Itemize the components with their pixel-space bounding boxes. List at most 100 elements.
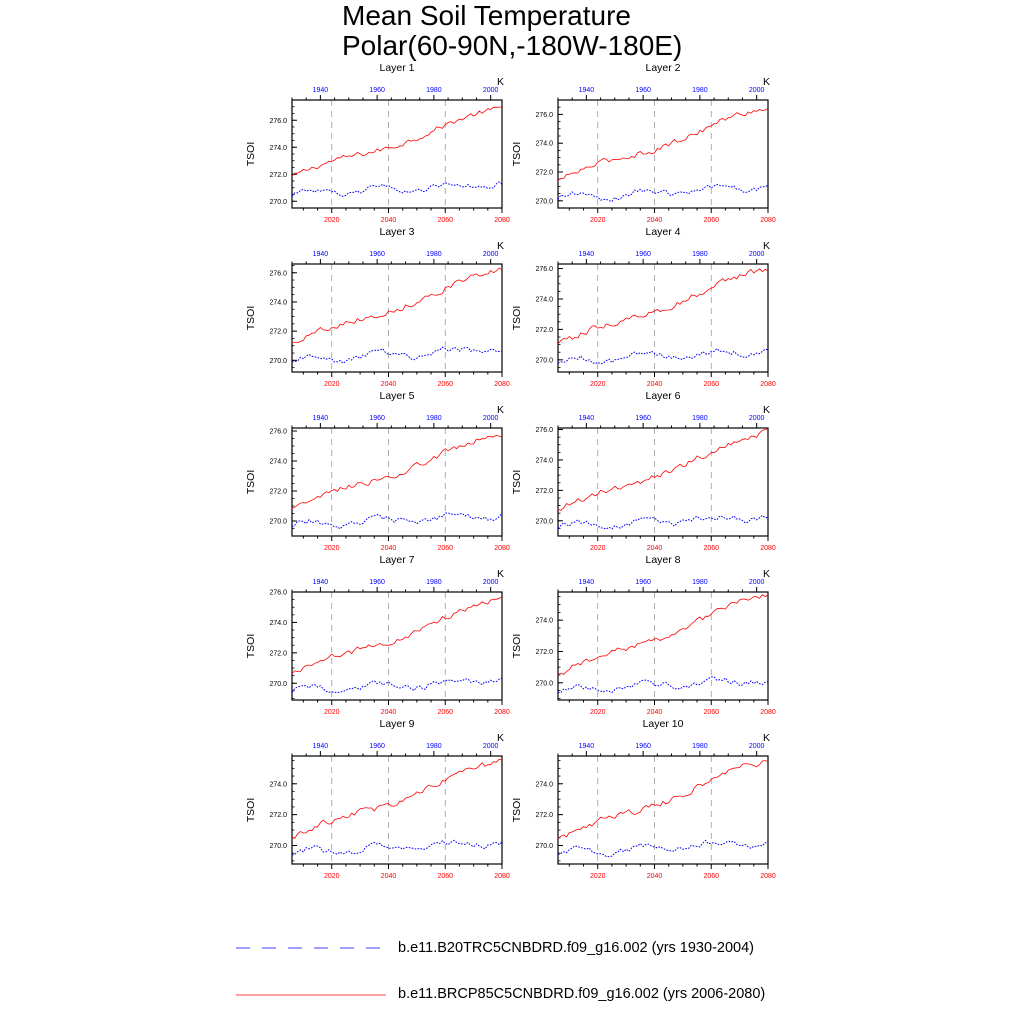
y-tick-label-layer-3: 276.0 xyxy=(269,270,287,277)
y-axis-label-layer-6: TSOI xyxy=(511,470,523,495)
series-line-future-layer-5 xyxy=(291,435,503,509)
series-line-historic-layer-1 xyxy=(291,181,503,197)
x-top-tick-label-layer-4: 1980 xyxy=(692,251,708,258)
y-tick-label-layer-8: 274.0 xyxy=(535,618,553,625)
x-top-tick-label-layer-10: 1980 xyxy=(692,743,708,750)
units-label-layer-5: K xyxy=(497,404,504,416)
x-top-tick-label-layer-5: 2000 xyxy=(483,415,499,422)
x-top-tick-label-layer-1: 1960 xyxy=(369,87,385,94)
x-top-tick-label-layer-7: 1940 xyxy=(313,579,329,586)
x-top-tick-label-layer-3: 2000 xyxy=(483,251,499,258)
y-tick-label-layer-5: 270.0 xyxy=(269,519,287,526)
y-tick-label-layer-7: 272.0 xyxy=(269,650,287,657)
x-bottom-tick-label-layer-4: 2040 xyxy=(647,381,663,388)
x-bottom-tick-label-layer-6: 2040 xyxy=(647,545,663,552)
units-label-layer-10: K xyxy=(763,732,770,744)
y-tick-label-layer-5: 272.0 xyxy=(269,489,287,496)
y-axis-label-layer-5: TSOI xyxy=(245,470,257,495)
y-tick-label-layer-1: 274.0 xyxy=(269,145,287,152)
x-bottom-tick-label-layer-6: 2060 xyxy=(703,545,719,552)
x-top-tick-label-layer-8: 1940 xyxy=(579,579,595,586)
x-bottom-tick-label-layer-7: 2080 xyxy=(494,709,510,716)
y-tick-label-layer-10: 272.0 xyxy=(535,812,553,819)
y-tick-label-layer-2: 276.0 xyxy=(535,112,553,119)
x-bottom-tick-label-layer-1: 2060 xyxy=(437,217,453,224)
y-tick-label-layer-9: 272.0 xyxy=(269,812,287,819)
y-tick-label-layer-7: 276.0 xyxy=(269,590,287,597)
y-tick-label-layer-3: 272.0 xyxy=(269,329,287,336)
x-top-tick-label-layer-2: 2000 xyxy=(749,87,765,94)
plot-frame-layer-3 xyxy=(291,263,503,373)
x-bottom-tick-label-layer-1: 2020 xyxy=(324,217,340,224)
y-tick-label-layer-10: 274.0 xyxy=(535,781,553,788)
y-axis-label-layer-10: TSOI xyxy=(511,798,523,823)
x-top-tick-label-layer-8: 1980 xyxy=(692,579,708,586)
y-tick-label-layer-1: 272.0 xyxy=(269,172,287,179)
y-tick-label-layer-5: 276.0 xyxy=(269,429,287,436)
plot-frame-layer-1 xyxy=(291,99,503,209)
y-tick-label-layer-4: 274.0 xyxy=(535,296,553,303)
plot-frame-layer-4 xyxy=(557,263,769,373)
x-bottom-tick-label-layer-7: 2020 xyxy=(324,709,340,716)
series-line-future-layer-6 xyxy=(557,428,769,511)
panel-title-layer-5: Layer 5 xyxy=(379,390,414,402)
y-tick-label-layer-4: 272.0 xyxy=(535,327,553,334)
plot-frame-layer-5 xyxy=(291,427,503,537)
x-bottom-tick-label-layer-9: 2060 xyxy=(437,873,453,880)
series-line-future-layer-8 xyxy=(557,594,769,675)
y-tick-label-layer-6: 274.0 xyxy=(535,457,553,464)
x-bottom-tick-label-layer-8: 2060 xyxy=(703,709,719,716)
plot-frame-layer-2 xyxy=(557,99,769,209)
series-line-future-layer-2 xyxy=(557,108,769,181)
y-tick-label-layer-6: 276.0 xyxy=(535,427,553,434)
x-top-tick-label-layer-10: 1960 xyxy=(635,743,651,750)
y-tick-label-layer-1: 270.0 xyxy=(269,199,287,206)
panel-title-layer-7: Layer 7 xyxy=(379,554,414,566)
x-top-tick-label-layer-7: 1960 xyxy=(369,579,385,586)
x-top-tick-label-layer-7: 2000 xyxy=(483,579,499,586)
panel-title-layer-8: Layer 8 xyxy=(645,554,680,566)
panel-title-layer-2: Layer 2 xyxy=(645,62,680,74)
series-line-historic-layer-10 xyxy=(557,839,769,858)
series-line-historic-layer-4 xyxy=(557,347,769,365)
x-top-tick-label-layer-9: 1980 xyxy=(426,743,442,750)
x-top-tick-label-layer-8: 2000 xyxy=(749,579,765,586)
y-axis-label-layer-7: TSOI xyxy=(245,634,257,659)
series-line-future-layer-3 xyxy=(291,267,503,344)
series-line-historic-layer-3 xyxy=(291,346,503,364)
x-bottom-tick-label-layer-5: 2080 xyxy=(494,545,510,552)
y-axis-label-layer-8: TSOI xyxy=(511,634,523,659)
plot-frame-layer-9 xyxy=(291,755,503,865)
x-top-tick-label-layer-9: 1940 xyxy=(313,743,329,750)
x-bottom-tick-label-layer-2: 2080 xyxy=(760,217,776,224)
x-bottom-tick-label-layer-6: 2020 xyxy=(590,545,606,552)
plot-frame-layer-7 xyxy=(291,591,503,701)
y-tick-label-layer-6: 272.0 xyxy=(535,488,553,495)
x-top-tick-label-layer-8: 1960 xyxy=(635,579,651,586)
x-bottom-tick-label-layer-10: 2020 xyxy=(590,873,606,880)
figure-title-line-1: Mean Soil Temperature xyxy=(342,0,631,31)
x-top-tick-label-layer-6: 1980 xyxy=(692,415,708,422)
x-bottom-tick-label-layer-5: 2060 xyxy=(437,545,453,552)
x-top-tick-label-layer-5: 1940 xyxy=(313,415,329,422)
plot-frame-layer-10 xyxy=(557,755,769,865)
x-bottom-tick-label-layer-8: 2020 xyxy=(590,709,606,716)
x-top-tick-label-layer-9: 1960 xyxy=(369,743,385,750)
units-label-layer-9: K xyxy=(497,732,504,744)
y-tick-label-layer-10: 270.0 xyxy=(535,843,553,850)
x-top-tick-label-layer-9: 2000 xyxy=(483,743,499,750)
y-tick-label-layer-3: 274.0 xyxy=(269,299,287,306)
x-top-tick-label-layer-7: 1980 xyxy=(426,579,442,586)
panel-title-layer-3: Layer 3 xyxy=(379,226,414,238)
x-top-tick-label-layer-1: 1940 xyxy=(313,87,329,94)
x-top-tick-label-layer-2: 1980 xyxy=(692,87,708,94)
x-top-tick-label-layer-6: 2000 xyxy=(749,415,765,422)
panel-title-layer-4: Layer 4 xyxy=(645,226,680,238)
x-bottom-tick-label-layer-5: 2020 xyxy=(324,545,340,552)
units-label-layer-1: K xyxy=(497,76,504,88)
plot-frame-layer-8 xyxy=(557,591,769,701)
x-bottom-tick-label-layer-10: 2040 xyxy=(647,873,663,880)
series-line-historic-layer-5 xyxy=(291,512,503,530)
x-bottom-tick-label-layer-9: 2080 xyxy=(494,873,510,880)
series-line-historic-layer-7 xyxy=(291,677,503,693)
